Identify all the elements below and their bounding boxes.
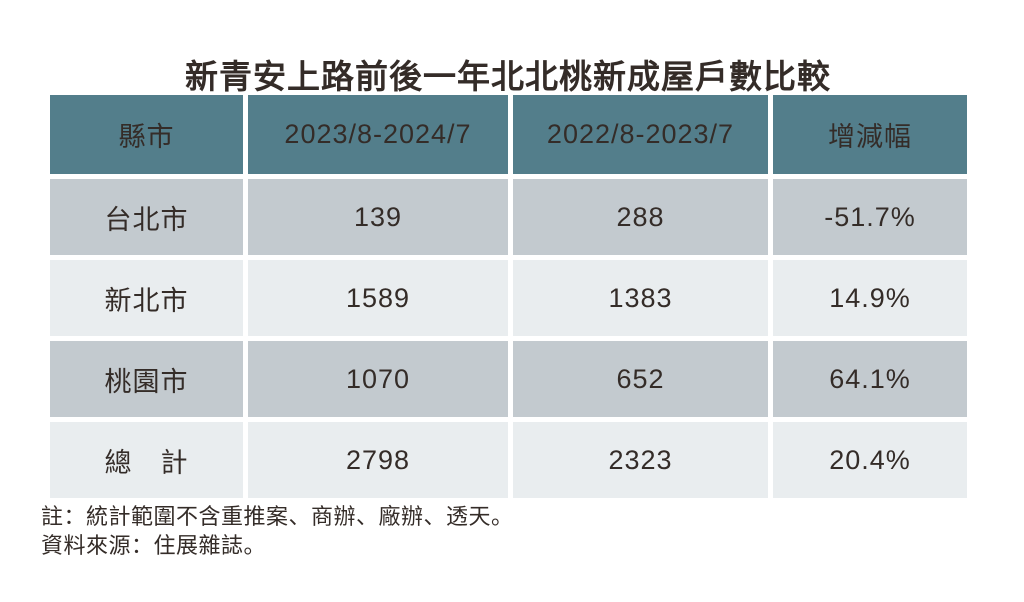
column-header-change: 增減幅 [773, 95, 967, 174]
footnote-source: 資料來源：住展雜誌。 [41, 533, 267, 558]
table-cell-period-after: 139 [248, 179, 508, 255]
column-header-period-after: 2023/8-2024/7 [248, 95, 508, 174]
table-cell-period-before: 1383 [513, 260, 768, 336]
footnote-scope: 註：統計範圍不含重推案、商辦、廠辦、透天。 [41, 504, 514, 529]
table-cell-change: -51.7% [773, 179, 967, 255]
table-cell-change: 14.9% [773, 260, 967, 336]
table-cell-period-before-total: 2323 [513, 422, 768, 498]
comparison-table: 縣市 2023/8-2024/7 2022/8-2023/7 增減幅 台北市 1… [50, 95, 967, 498]
page-title: 新青安上路前後一年北北桃新成屋戶數比較 [185, 58, 831, 95]
table-cell-city: 桃園市 [50, 341, 243, 417]
table-cell-period-after-total: 2798 [248, 422, 508, 498]
column-header-period-before: 2022/8-2023/7 [513, 95, 768, 174]
table-cell-period-after: 1589 [248, 260, 508, 336]
table-cell-period-after: 1070 [248, 341, 508, 417]
table-cell-period-before: 288 [513, 179, 768, 255]
table-cell-change-total: 20.4% [773, 422, 967, 498]
column-header-city: 縣市 [50, 95, 243, 174]
footnotes: 註：統計範圍不含重推案、商辦、廠辦、透天。 資料來源：住展雜誌。 [41, 502, 514, 560]
table-cell-change: 64.1% [773, 341, 967, 417]
table-cell-city-total: 總 計 [50, 422, 243, 498]
table-cell-city: 台北市 [50, 179, 243, 255]
table-cell-period-before: 652 [513, 341, 768, 417]
table-cell-city: 新北市 [50, 260, 243, 336]
